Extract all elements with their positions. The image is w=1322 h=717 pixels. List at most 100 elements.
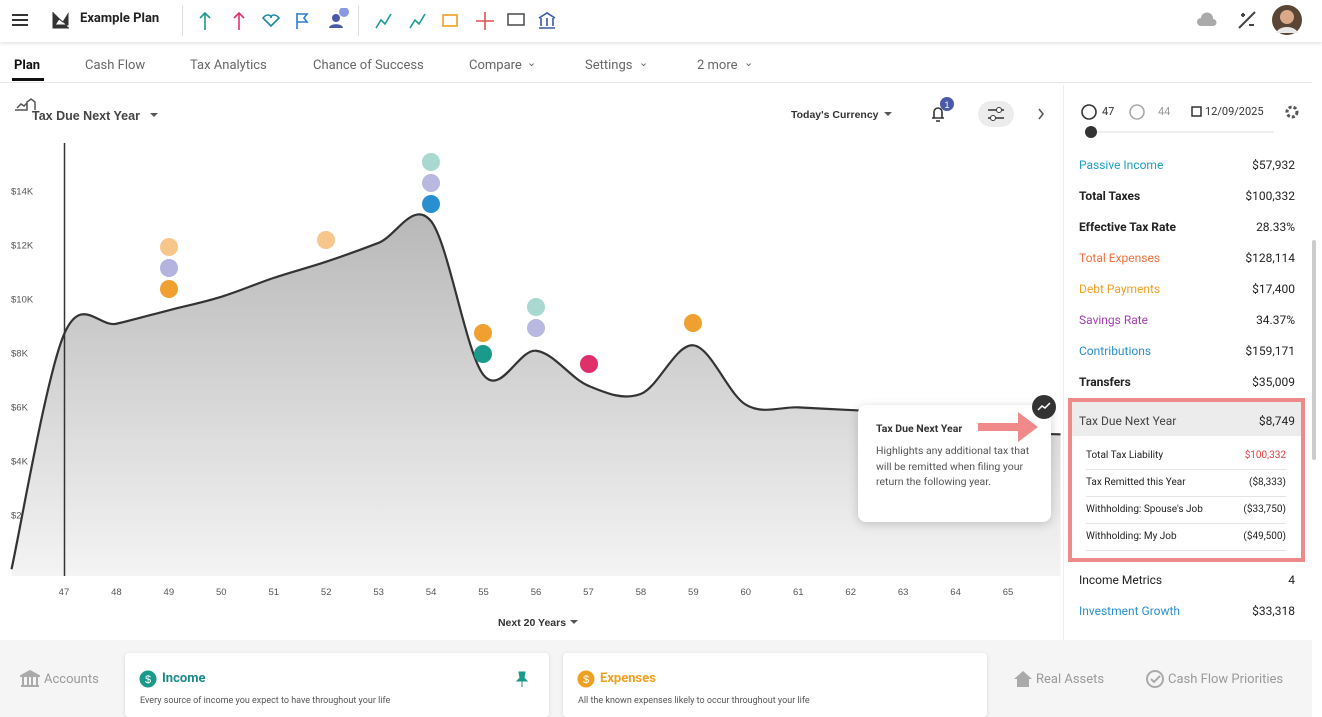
dropdown-caret (884, 112, 892, 116)
metric-row[interactable]: Savings Rate 34.37% (1079, 313, 1295, 327)
avatar[interactable] (1271, 4, 1303, 36)
menu-button[interactable] (10, 10, 30, 30)
income-text: Every source of income you expect to hav… (140, 696, 391, 706)
tab-underline (12, 78, 44, 81)
selected-row[interactable]: Tax Due Next Year $8,749 (1079, 414, 1295, 428)
y-tick-label: $8K (11, 348, 29, 359)
detail-value: ($49,500) (1243, 531, 1286, 542)
accounts-tab[interactable]: Accounts (44, 672, 99, 687)
filter-button[interactable] (978, 101, 1014, 127)
x-tick-label: 64 (950, 587, 961, 598)
metric-value: $35,009 (1252, 375, 1295, 389)
real-assets-tab[interactable]: Real Assets (1036, 672, 1105, 687)
metric-label: Savings Rate (1079, 313, 1149, 327)
date[interactable]: 12/09/2025 (1205, 105, 1264, 118)
metric-label: Transfers (1079, 375, 1131, 389)
tab[interactable]: Chance of Success (313, 58, 424, 73)
x-tick-label: 65 (1003, 587, 1014, 598)
analysis-icons[interactable] (372, 8, 562, 34)
metric-row[interactable]: Passive Income $57,932 (1079, 158, 1295, 172)
next-button[interactable] (1038, 108, 1044, 120)
chart-selector[interactable]: Tax Due Next Year (32, 109, 140, 123)
expenses-title: Expenses (600, 671, 656, 686)
detail-label: Tax Remitted this Year (1086, 477, 1186, 488)
top-bar: Example Plan (0, 0, 1322, 42)
metric-row[interactable]: Income Metrics 4 (1079, 573, 1295, 587)
tab[interactable]: Settings (585, 58, 633, 73)
x-tick-label: 50 (216, 587, 227, 598)
age-spouse: 44 (1158, 105, 1171, 118)
x-tick-label: 56 (531, 587, 542, 598)
chart: Tax Due Next Year Today's Currency 1 $2K… (10, 97, 1061, 629)
tooltip-title: Tax Due Next Year (876, 422, 963, 435)
metric-value: $57,932 (1252, 158, 1295, 172)
real-assets-icon (1014, 671, 1032, 687)
tab[interactable]: 2 more (697, 58, 738, 73)
svg-text:$: $ (145, 674, 151, 686)
detail-row: Tax Remitted this Year ($8,333) (1086, 477, 1286, 497)
metric-row[interactable]: Total Taxes $100,332 (1079, 189, 1295, 203)
metric-label: Effective Tax Rate (1079, 220, 1176, 234)
x-tick-label: 62 (845, 587, 856, 598)
metric-row[interactable]: Contributions $159,171 (1079, 344, 1295, 358)
metric-label: Tax Due Next Year (1079, 414, 1177, 428)
area-fill (11, 214, 1061, 576)
income-title: Income (162, 671, 206, 686)
metric-value: $159,171 (1245, 344, 1295, 358)
expenses-card[interactable]: $ Expenses All the known expenses likely… (563, 653, 987, 717)
timeline-controls[interactable] (1078, 100, 1308, 142)
dropdown-caret (570, 620, 578, 624)
metric-row[interactable]: Transfers $35,009 (1079, 375, 1295, 389)
metric-label: Income Metrics (1079, 573, 1163, 587)
sync-status[interactable] (1196, 10, 1218, 30)
tooltip-text: Highlights any additional tax that will … (876, 444, 1030, 488)
metric-row[interactable]: Effective Tax Rate 28.33% (1079, 220, 1295, 234)
toggle-icon[interactable] (1236, 9, 1258, 31)
detail-label: Withholding: My Job (1086, 531, 1177, 542)
metric-value: $128,114 (1245, 251, 1295, 265)
tab-active[interactable]: Plan (14, 58, 41, 73)
notification-badge (940, 97, 954, 111)
y-tick-label: $14K (11, 187, 34, 198)
tab[interactable]: Tax Analytics (190, 58, 267, 73)
y-tick-label: $12K (11, 241, 34, 252)
priorities-tab[interactable]: Cash Flow Priorities (1168, 672, 1284, 687)
metric-value: $100,332 (1245, 189, 1295, 203)
y-tick-label: $4K (11, 456, 29, 467)
metric-label: Total Taxes (1079, 189, 1141, 203)
footer: Accounts $ Income Every source of income… (0, 640, 1312, 717)
metric-row[interactable]: Total Expenses $128,114 (1079, 251, 1295, 265)
detail-label: Withholding: Spouse's Job (1086, 504, 1203, 515)
detail-value: ($33,750) (1243, 504, 1286, 515)
metric-value: 34.37% (1256, 313, 1295, 327)
metric-value: 4 (1288, 573, 1295, 587)
selected-metric (1068, 398, 1305, 562)
detail-row: Total Tax Liability $100,332 (1086, 450, 1286, 470)
x-tick-label: 54 (426, 587, 437, 598)
toolbar-icons[interactable] (195, 8, 365, 34)
x-tick-label: 60 (741, 587, 752, 598)
scrollbar[interactable] (1312, 240, 1316, 460)
x-tick-label: 47 (59, 587, 70, 598)
metric-label: Investment Growth (1079, 604, 1181, 618)
notifications[interactable] (932, 107, 944, 122)
x-tick-label: 63 (898, 587, 909, 598)
metric-value: $33,318 (1252, 604, 1295, 618)
metric-row[interactable]: Investment Growth $33,318 (1079, 604, 1295, 618)
separator (0, 82, 1312, 83)
income-card[interactable]: $ Income Every source of income you expe… (125, 653, 549, 717)
pointer-arrow (978, 395, 1056, 442)
tab[interactable]: Cash Flow (85, 58, 146, 73)
metric-label: Debt Payments (1079, 282, 1161, 296)
priorities-icon (1146, 670, 1164, 688)
y-tick-label: $2K (11, 510, 29, 521)
detail-label: Total Tax Liability (1086, 450, 1164, 461)
dropdown-caret: ⌄ (744, 56, 754, 69)
separator (1063, 85, 1064, 640)
x-axis-label[interactable]: Next 20 Years (498, 617, 566, 629)
metric-row[interactable]: Debt Payments $17,400 (1079, 282, 1295, 296)
x-tick-label: 57 (583, 587, 594, 598)
currency-selector[interactable]: Today's Currency (791, 109, 879, 121)
tab[interactable]: Compare (469, 58, 522, 73)
